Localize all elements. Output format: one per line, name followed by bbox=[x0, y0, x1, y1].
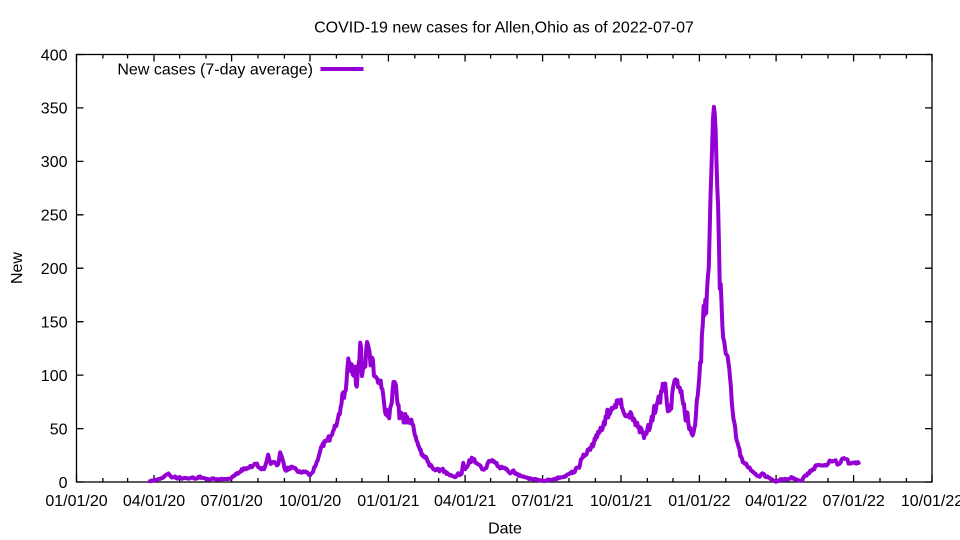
svg-text:Date: Date bbox=[488, 521, 522, 538]
svg-text:150: 150 bbox=[41, 315, 68, 332]
svg-text:10/01/22: 10/01/22 bbox=[901, 493, 960, 510]
svg-text:0: 0 bbox=[59, 475, 68, 492]
svg-text:07/01/20: 07/01/20 bbox=[200, 493, 262, 510]
svg-text:New cases (7-day average): New cases (7-day average) bbox=[117, 62, 313, 79]
svg-text:250: 250 bbox=[41, 208, 68, 225]
svg-text:07/01/21: 07/01/21 bbox=[511, 493, 573, 510]
svg-text:350: 350 bbox=[41, 101, 68, 118]
svg-text:50: 50 bbox=[50, 421, 68, 438]
svg-text:04/01/21: 04/01/21 bbox=[434, 493, 496, 510]
svg-text:400: 400 bbox=[41, 47, 68, 64]
svg-text:New: New bbox=[9, 252, 26, 284]
svg-text:04/01/22: 04/01/22 bbox=[745, 493, 807, 510]
svg-text:07/01/22: 07/01/22 bbox=[822, 493, 884, 510]
svg-text:COVID-19 new cases for Allen,O: COVID-19 new cases for Allen,Ohio as of … bbox=[314, 20, 694, 37]
svg-text:100: 100 bbox=[41, 368, 68, 385]
svg-text:300: 300 bbox=[41, 154, 68, 171]
svg-text:01/01/20: 01/01/20 bbox=[45, 493, 107, 510]
svg-text:01/01/21: 01/01/21 bbox=[357, 493, 419, 510]
svg-text:04/01/20: 04/01/20 bbox=[123, 493, 185, 510]
svg-text:200: 200 bbox=[41, 261, 68, 278]
svg-text:01/01/22: 01/01/22 bbox=[668, 493, 730, 510]
svg-text:10/01/21: 10/01/21 bbox=[590, 493, 652, 510]
svg-text:10/01/20: 10/01/20 bbox=[279, 493, 341, 510]
